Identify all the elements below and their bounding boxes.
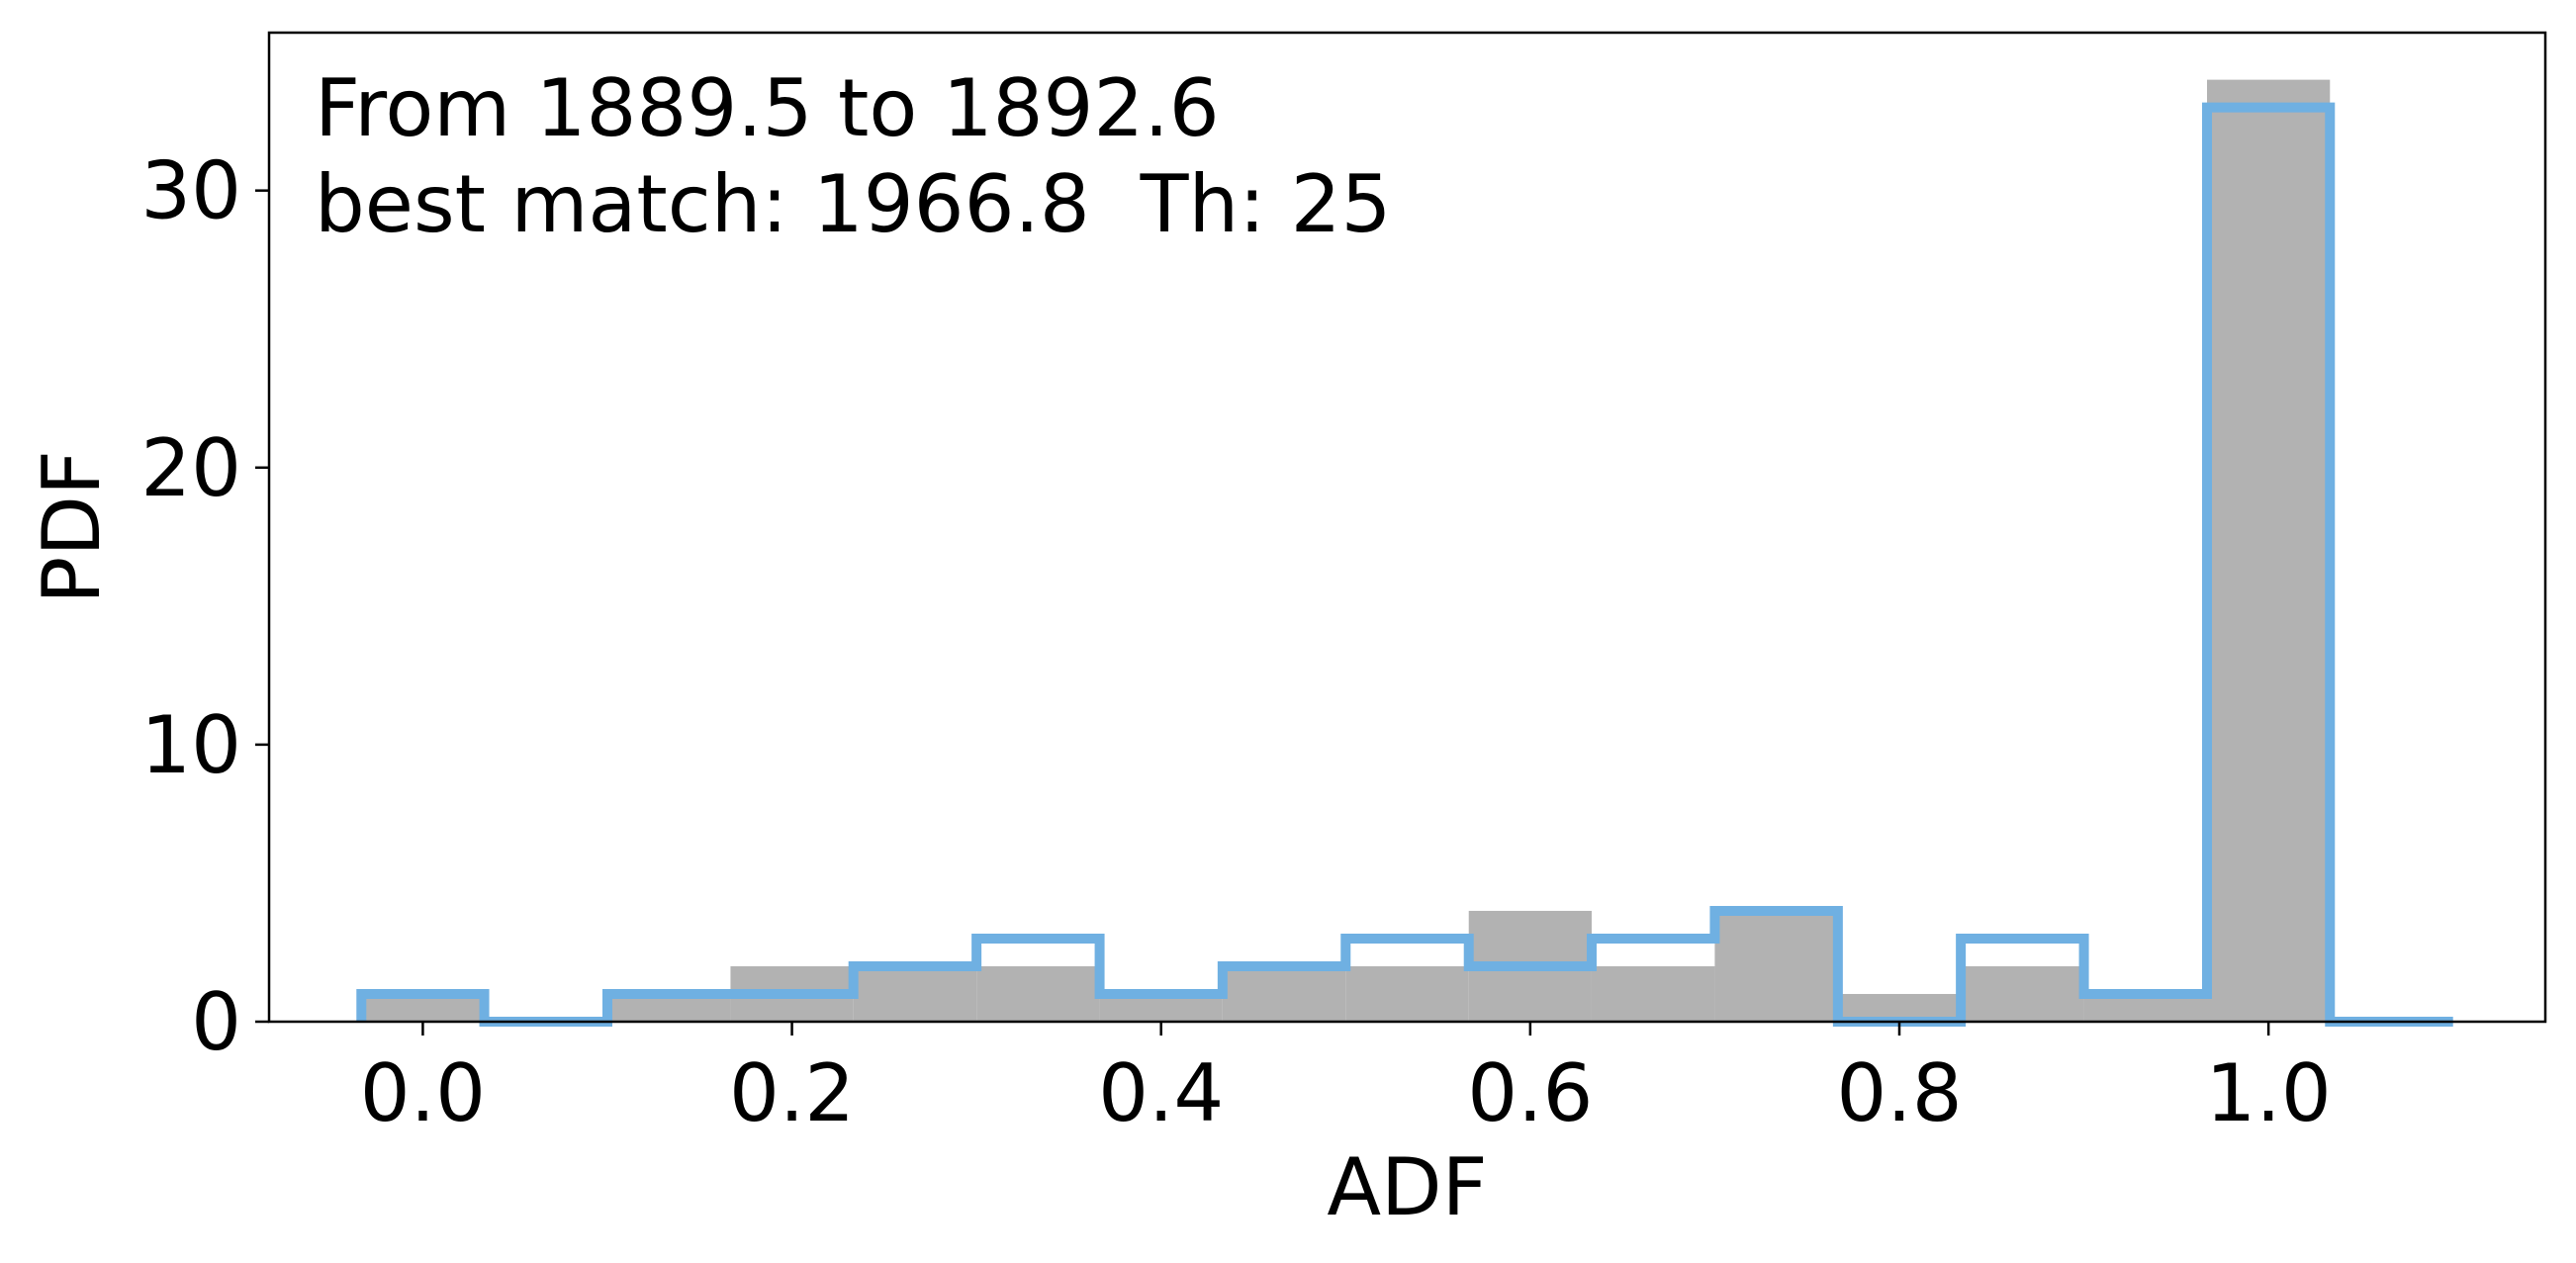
histogram-bar	[1345, 965, 1469, 1022]
y-tick-label: 20	[140, 422, 241, 514]
y-tick-label: 30	[140, 145, 241, 237]
x-tick-label: 0.4	[1098, 1047, 1224, 1139]
y-tick-label: 10	[140, 699, 241, 791]
histogram-bar	[976, 965, 1100, 1022]
x-tick-label: 0.6	[1467, 1047, 1593, 1139]
step-histogram	[356, 102, 2453, 1027]
x-tick-label: 0.2	[729, 1047, 855, 1139]
histogram-bar	[1591, 965, 1715, 1022]
histogram-bar	[853, 965, 977, 1022]
y-tick-label: 0	[191, 976, 241, 1068]
histogram-bar	[2207, 79, 2331, 1023]
y-axis-ticks: 0 10 20 30	[140, 145, 269, 1068]
histogram-bar	[1714, 910, 1838, 1022]
plot-frame	[267, 31, 2547, 1024]
annotation-best-match: best match: 1966.8 Th: 25	[315, 158, 1391, 250]
step-histogram-line	[356, 102, 2453, 1027]
x-tick-label: 0.8	[1836, 1047, 1962, 1139]
annotation-date-range: From 1889.5 to 1892.6	[315, 62, 1220, 154]
x-tick-label: 1.0	[2206, 1047, 2332, 1139]
y-axis-label: PDF	[26, 450, 118, 604]
x-tick-label: 0.0	[360, 1047, 486, 1139]
x-axis-label: ADF	[1327, 1141, 1487, 1233]
histogram-bar	[1222, 965, 1346, 1022]
histogram-bar	[1961, 965, 2084, 1022]
x-axis-ticks: 0.0 0.2 0.4 0.6 0.8 1.0	[360, 1022, 2332, 1139]
